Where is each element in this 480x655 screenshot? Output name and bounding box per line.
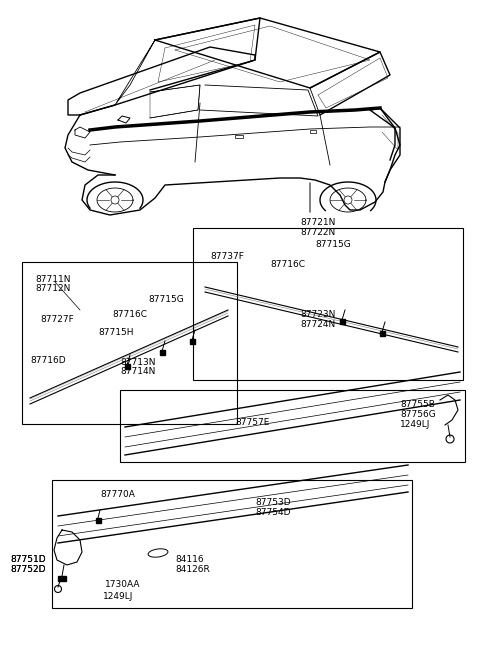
- Text: 87757E: 87757E: [235, 418, 269, 427]
- Text: 87714N: 87714N: [120, 367, 156, 376]
- Text: 87716D: 87716D: [30, 356, 66, 365]
- Bar: [96, 517, 100, 523]
- Bar: [193, 228, 463, 380]
- Circle shape: [111, 196, 119, 204]
- Text: 87752D: 87752D: [10, 565, 46, 574]
- Text: 87715G: 87715G: [315, 240, 351, 249]
- Text: 87716C: 87716C: [270, 260, 305, 269]
- Text: 87755B: 87755B: [400, 400, 435, 409]
- Text: 87712N: 87712N: [35, 284, 71, 293]
- Bar: [124, 364, 130, 369]
- Text: 87737F: 87737F: [210, 252, 244, 261]
- Text: 87752D: 87752D: [10, 565, 46, 574]
- Bar: [310, 130, 316, 133]
- Text: 84126R: 84126R: [175, 565, 210, 574]
- Bar: [339, 318, 345, 324]
- Text: 87751D: 87751D: [10, 555, 46, 564]
- Text: 87753D: 87753D: [255, 498, 290, 507]
- Bar: [380, 331, 384, 335]
- Circle shape: [344, 196, 352, 204]
- Text: 87716C: 87716C: [112, 310, 147, 319]
- Bar: [190, 339, 194, 343]
- Text: 87754D: 87754D: [255, 508, 290, 517]
- Text: 87756G: 87756G: [400, 410, 436, 419]
- Text: 1249LJ: 1249LJ: [103, 592, 133, 601]
- Text: 87721N: 87721N: [300, 218, 336, 227]
- Text: 87713N: 87713N: [120, 358, 156, 367]
- Text: 87715H: 87715H: [98, 328, 133, 337]
- Text: 87727F: 87727F: [40, 315, 74, 324]
- Bar: [120, 390, 465, 462]
- Text: 87711N: 87711N: [35, 275, 71, 284]
- Text: 87723N: 87723N: [300, 310, 336, 319]
- Text: 87722N: 87722N: [300, 228, 335, 237]
- Text: 87715G: 87715G: [148, 295, 184, 304]
- Bar: [58, 576, 66, 581]
- Text: 87724N: 87724N: [300, 320, 335, 329]
- Bar: [22, 262, 237, 424]
- Bar: [235, 135, 243, 138]
- Text: 1249LJ: 1249LJ: [400, 420, 431, 429]
- Text: 87751D: 87751D: [10, 555, 46, 564]
- Text: 84116: 84116: [175, 555, 204, 564]
- Bar: [159, 350, 165, 354]
- Text: 87770A: 87770A: [100, 490, 135, 499]
- Text: 1730AA: 1730AA: [105, 580, 141, 589]
- Bar: [52, 480, 412, 608]
